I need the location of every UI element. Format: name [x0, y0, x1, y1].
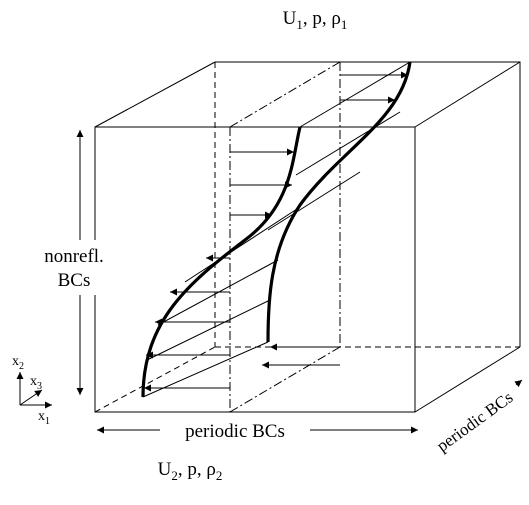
symbol: x	[12, 354, 19, 369]
symbol: x	[38, 409, 45, 424]
subscript: 3	[37, 381, 42, 392]
label-bg	[424, 380, 527, 464]
axis-label: x1	[38, 409, 50, 427]
bc-label-group: periodic BCs	[424, 380, 527, 464]
symbol: U	[283, 8, 297, 29]
symbol: U	[158, 459, 172, 480]
symbol: x	[30, 374, 37, 389]
subscript: 2	[216, 468, 223, 483]
top-label: U1, p, ρ1	[283, 8, 348, 32]
bc-label: periodic BCs	[433, 388, 516, 456]
bc-label: nonrefl.	[44, 246, 104, 267]
axis-label: x2	[12, 354, 24, 372]
box	[94, 61, 521, 413]
subscript: 1	[341, 17, 348, 32]
subscript: 2	[19, 361, 24, 372]
subscript: 2	[171, 468, 178, 483]
symbol: , p, ρ	[303, 8, 341, 29]
label-bg	[160, 418, 310, 442]
axes-glyph	[16, 372, 52, 409]
symbol: , p, ρ	[178, 459, 216, 480]
bc-label: BCs	[58, 270, 91, 291]
subscript: 1	[45, 416, 50, 427]
mid-plane	[229, 61, 341, 413]
axis-label: x3	[30, 374, 42, 392]
velocity-arrow	[144, 71, 408, 392]
bottom-label: U2, p, ρ2	[158, 459, 223, 483]
subscript: 1	[296, 17, 303, 32]
bc-label: periodic BCs	[185, 421, 285, 442]
label-bg	[40, 240, 120, 295]
